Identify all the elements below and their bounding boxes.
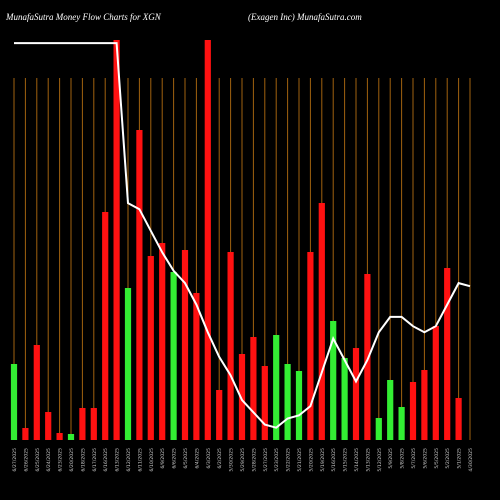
money-flow-bar (352, 348, 360, 440)
money-flow-bar (216, 390, 223, 440)
x-tick-label: 5/12/2025 (377, 448, 383, 472)
x-axis-labels: 6/27/2025 6/26/2025 6/25/2025 6/24/2025 6/23… (12, 448, 474, 472)
money-flow-bar (227, 252, 234, 440)
x-tick-label: 6/11/2025 (137, 448, 143, 472)
money-flow-bar (250, 337, 257, 440)
money-flow-bar (204, 40, 211, 440)
money-flow-bar (90, 408, 97, 440)
x-tick-label: 6/5/2025 (183, 448, 189, 469)
x-tick-label: 6/3/2025 (206, 448, 212, 469)
money-flow-bar (375, 418, 382, 440)
x-tick-label: 6/17/2025 (92, 448, 98, 472)
money-flow-bar (238, 354, 246, 440)
x-tick-label: 5/29/2025 (240, 448, 246, 472)
x-tick-label: 6/23/2025 (58, 448, 64, 472)
money-flow-bar (318, 203, 325, 440)
x-tick-label: 5/1/2025 (457, 448, 463, 469)
x-tick-label: 5/7/2025 (411, 448, 417, 469)
x-tick-label: 5/27/2025 (263, 448, 269, 472)
x-tick-label: 5/14/2025 (354, 448, 360, 472)
money-flow-bar (341, 358, 348, 440)
money-flow-bar (10, 364, 18, 440)
x-tick-label: 5/22/2025 (286, 448, 292, 472)
money-flow-bar (45, 412, 52, 440)
money-flow-bar (67, 434, 75, 440)
x-tick-label: 6/10/2025 (149, 448, 155, 472)
money-flow-bar (136, 130, 143, 440)
money-flow-bar (398, 407, 405, 440)
x-tick-label: 5/8/2025 (400, 448, 406, 469)
x-tick-label: 6/25/2025 (35, 448, 41, 472)
money-flow-bar (261, 366, 268, 440)
money-flow-bar (159, 243, 166, 440)
money-flow-bar (409, 382, 417, 440)
x-tick-label: 5/20/2025 (308, 448, 314, 472)
money-flow-bar (181, 250, 189, 440)
chart-title: MunafaSutra Money Flow Charts for XGN (6, 12, 161, 22)
x-tick-label: 5/28/2025 (251, 448, 257, 472)
x-tick-label: 6/18/2025 (80, 448, 86, 472)
money-flow-bar (273, 335, 280, 440)
x-tick-label: 5/9/2025 (388, 448, 394, 469)
money-flow-bar (444, 268, 451, 440)
x-tick-label: 5/13/2025 (365, 448, 371, 472)
x-tick-label: 5/30/2025 (229, 448, 235, 472)
x-tick-label: 6/4/2025 (194, 448, 200, 469)
money-flow-bar (193, 293, 200, 440)
x-tick-label: 6/26/2025 (23, 448, 29, 472)
x-tick-label: 6/13/2025 (115, 448, 121, 472)
money-flow-bar (170, 272, 177, 440)
x-tick-label: 6/27/2025 (12, 448, 18, 472)
money-flow-bar (364, 274, 371, 440)
x-tick-label: 5/2/2025 (445, 448, 451, 469)
money-flow-bar (284, 364, 291, 440)
x-tick-label: 6/20/2025 (69, 448, 75, 472)
money-flow-bar (295, 371, 303, 440)
x-tick-label: 5/5/2025 (434, 448, 440, 469)
chart-subtitle: (Exagen Inc) MunafaSutra.com (248, 12, 362, 22)
bar-series (10, 40, 462, 440)
price-line (14, 42, 471, 429)
money-flow-bar (113, 40, 120, 440)
money-flow-bar (147, 256, 154, 440)
x-tick-label: 6/12/2025 (126, 448, 132, 472)
money-flow-bar (307, 252, 314, 440)
x-tick-label: 6/9/2025 (160, 448, 166, 469)
x-tick-label: 6/16/2025 (103, 448, 109, 472)
money-flow-bar (432, 326, 439, 440)
money-flow-bar (421, 370, 428, 440)
money-flow-bar (387, 380, 394, 440)
money-flow-bar (22, 428, 29, 440)
x-tick-label: 5/23/2025 (274, 448, 280, 472)
x-tick-label: 5/19/2025 (320, 448, 326, 472)
x-tick-label: 5/21/2025 (297, 448, 303, 472)
money-flow-bar (79, 408, 86, 440)
x-tick-label: 5/6/2025 (422, 448, 428, 469)
money-flow-bar (102, 212, 109, 440)
x-tick-label: 6/2/2025 (217, 448, 223, 469)
x-tick-label: 5/15/2025 (343, 448, 349, 472)
money-flow-bar (330, 321, 337, 440)
x-tick-label: 6/24/2025 (46, 448, 52, 472)
x-tick-label: 4/30/2025 (468, 448, 474, 472)
money-flow-bar (33, 345, 40, 440)
money-flow-bar (455, 398, 462, 440)
money-flow-bar (56, 433, 63, 440)
money-flow-bar (124, 288, 132, 440)
x-tick-label: 5/16/2025 (331, 448, 337, 472)
x-tick-label: 6/6/2025 (172, 448, 178, 469)
